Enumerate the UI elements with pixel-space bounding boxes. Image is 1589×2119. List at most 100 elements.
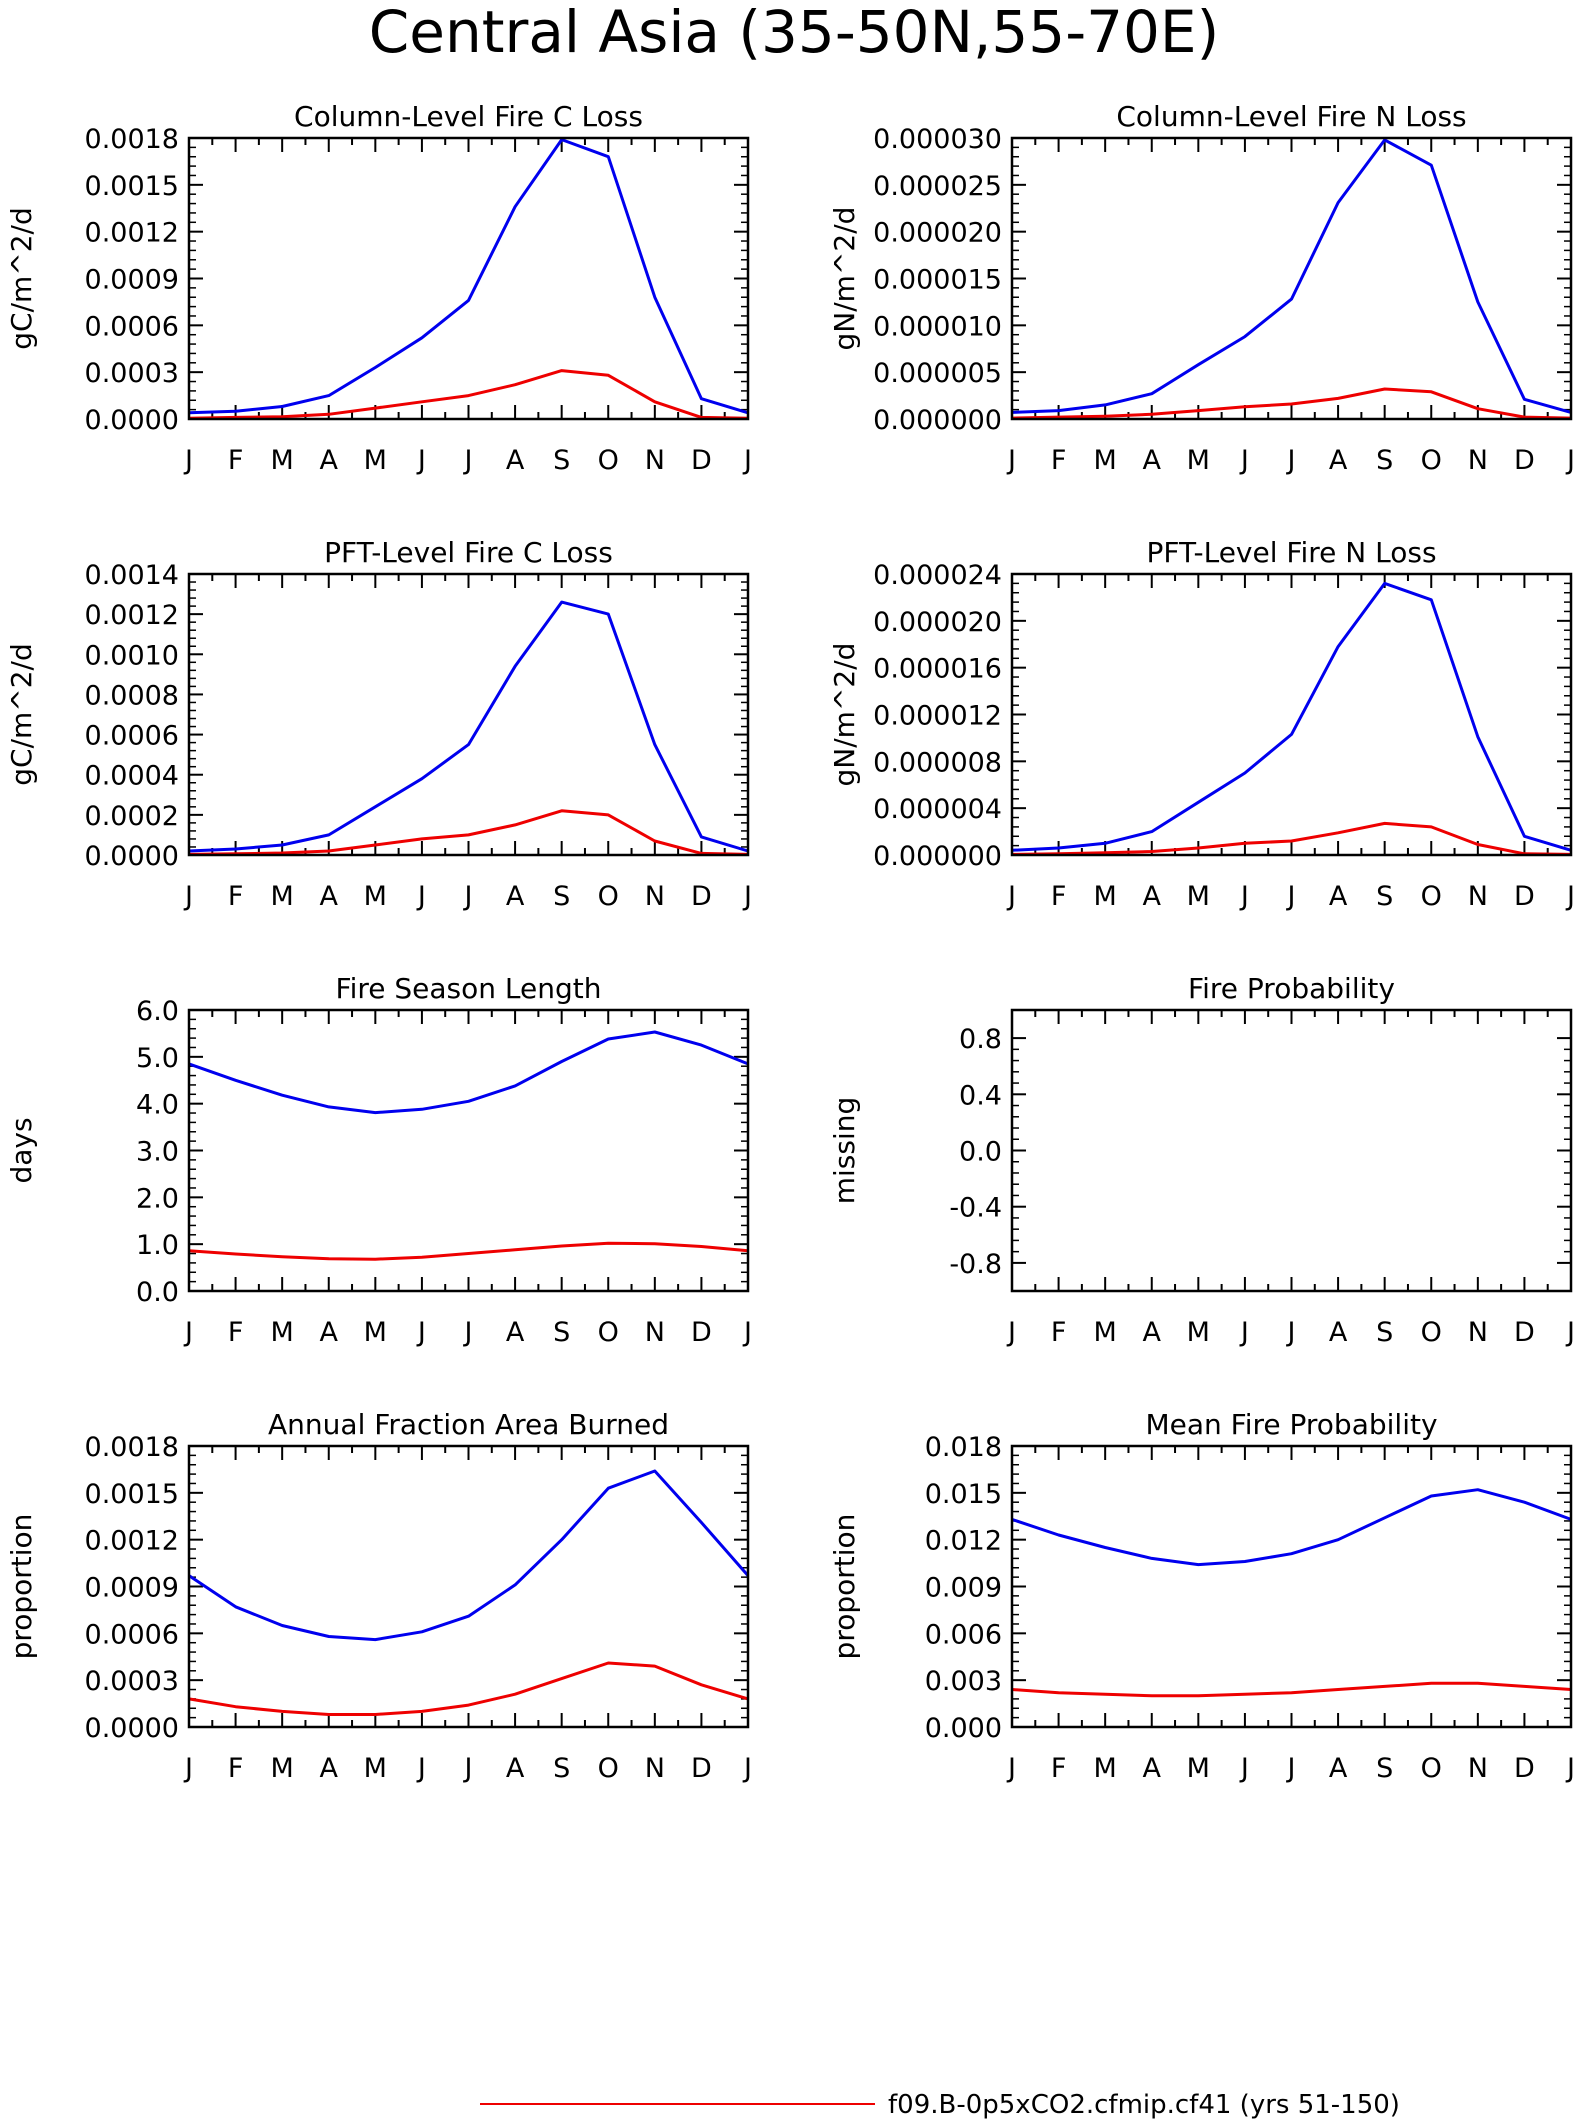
x-tick-label: N — [645, 881, 665, 912]
x-tick-label: A — [1143, 1753, 1162, 1784]
y-tick-label: 0.0 — [136, 1277, 179, 1308]
y-axis-label: gC/m^2/d — [5, 643, 38, 786]
y-tick-label: 0.0014 — [85, 560, 179, 591]
x-tick-label: M — [364, 1317, 387, 1348]
x-tick-label: J — [1239, 881, 1249, 912]
x-tick-label: J — [463, 445, 473, 476]
x-tick-label: J — [1565, 881, 1575, 912]
x-tick-label: F — [1051, 881, 1067, 912]
x-tick-label: D — [691, 1317, 712, 1348]
x-tick-label: S — [1376, 1317, 1393, 1348]
x-tick-label: A — [506, 445, 525, 476]
x-tick-label: A — [1329, 1753, 1348, 1784]
chart-title: Fire Season Length — [336, 972, 602, 1005]
series-line-1 — [1011, 138, 1572, 414]
x-tick-label: N — [645, 1753, 665, 1784]
plot-frame — [187, 1008, 750, 1293]
x-tick-label: A — [1329, 1317, 1348, 1348]
y-tick-label: -0.8 — [949, 1249, 1002, 1280]
x-tick-label: M — [271, 445, 294, 476]
x-tick-label: M — [1094, 1753, 1117, 1784]
series-line-2 — [188, 1241, 749, 1261]
x-tick-label: M — [1187, 1317, 1210, 1348]
y-tick-label: 0.0000 — [85, 405, 179, 436]
x-tick-label: D — [691, 445, 712, 476]
x-tick-label: N — [645, 445, 665, 476]
x-tick-label: J — [463, 1317, 473, 1348]
y-tick-label: 0.009 — [925, 1573, 1002, 1604]
plot-frame — [1010, 572, 1573, 857]
x-tick-label: F — [228, 1753, 244, 1784]
x-tick-label: N — [645, 1317, 665, 1348]
x-tick-label: O — [598, 445, 619, 476]
plot-frame — [1010, 1008, 1573, 1293]
page-title: Central Asia (35-50N,55-70E) — [369, 0, 1219, 66]
x-tick-label: A — [506, 1317, 525, 1348]
y-axis-label: proportion — [5, 1514, 38, 1660]
series-line-2 — [1011, 387, 1572, 420]
y-tick-label: -0.4 — [949, 1193, 1002, 1224]
x-tick-label: J — [1239, 1753, 1249, 1784]
x-tick-label: J — [1286, 445, 1296, 476]
x-tick-label: J — [183, 1317, 193, 1348]
x-tick-label: M — [1187, 881, 1210, 912]
x-tick-label: A — [1143, 881, 1162, 912]
x-tick-label: J — [1565, 1317, 1575, 1348]
y-tick-label: 0.0004 — [85, 761, 179, 792]
y-tick-label: 0.012 — [925, 1526, 1002, 1557]
y-tick-label: 0.000020 — [873, 218, 1002, 249]
x-tick-label: J — [416, 881, 426, 912]
x-tick-label: F — [228, 445, 244, 476]
y-tick-label: 0.000020 — [873, 607, 1002, 638]
plot-frame — [187, 572, 750, 857]
y-tick-label: 0.018 — [925, 1432, 1002, 1463]
x-tick-label: J — [1286, 1317, 1296, 1348]
x-tick-label: F — [228, 881, 244, 912]
y-tick-label: 5.0 — [136, 1043, 179, 1074]
y-tick-label: 0.000008 — [873, 747, 1002, 778]
series-line-1 — [1011, 1488, 1572, 1567]
x-tick-label: N — [1468, 445, 1488, 476]
x-tick-label: D — [1514, 881, 1535, 912]
x-tick-label: A — [1143, 445, 1162, 476]
y-tick-label: 0.0018 — [85, 1432, 179, 1463]
x-tick-label: O — [598, 1753, 619, 1784]
x-tick-label: M — [364, 881, 387, 912]
x-tick-label: J — [183, 445, 193, 476]
x-tick-label: A — [320, 1317, 339, 1348]
y-tick-label: 0.0006 — [85, 1619, 179, 1650]
x-tick-label: J — [742, 445, 752, 476]
x-tick-label: M — [271, 1317, 294, 1348]
x-tick-label: J — [416, 445, 426, 476]
chart-title: Mean Fire Probability — [1145, 1408, 1437, 1441]
y-axis-label: gN/m^2/d — [828, 207, 861, 351]
chart-title: PFT-Level Fire C Loss — [324, 536, 613, 569]
y-tick-label: 0.0015 — [85, 1479, 179, 1510]
x-tick-label: J — [1006, 1317, 1016, 1348]
x-tick-label: J — [742, 1317, 752, 1348]
x-tick-label: F — [1051, 1317, 1067, 1348]
y-tick-label: 0.0015 — [85, 171, 179, 202]
legend: f09.B-0p5xCO2.cfmip.cf41 (yrs 51-150) — [480, 2090, 1400, 2119]
y-tick-label: 0.000010 — [873, 311, 1002, 342]
x-tick-label: M — [364, 1753, 387, 1784]
x-tick-label: M — [271, 1753, 294, 1784]
x-tick-label: S — [553, 1753, 570, 1784]
x-tick-label: S — [553, 445, 570, 476]
y-tick-label: 0.0000 — [85, 841, 179, 872]
y-axis-label: missing — [828, 1097, 861, 1205]
x-tick-label: S — [1376, 881, 1393, 912]
legend-label: f09.B-0p5xCO2.cfmip.cf41 (yrs 51-150) — [888, 2090, 1400, 2119]
series-line-2 — [188, 809, 749, 856]
y-tick-label: 0.0009 — [85, 265, 179, 296]
series-line-1 — [188, 1469, 750, 1642]
series-line-1 — [188, 1030, 749, 1115]
x-tick-label: S — [1376, 445, 1393, 476]
y-tick-label: 6.0 — [136, 996, 179, 1027]
x-tick-label: F — [228, 1317, 244, 1348]
chart-title: Fire Probability — [1188, 972, 1395, 1005]
